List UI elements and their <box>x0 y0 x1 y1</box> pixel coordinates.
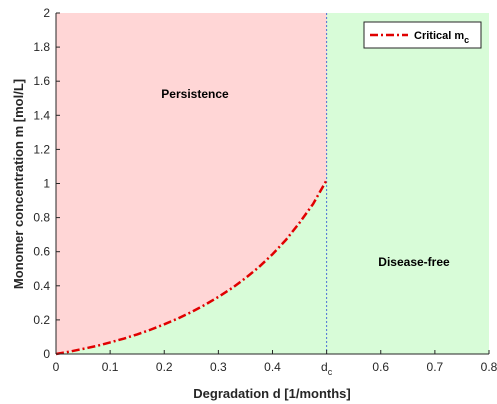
x-tick-label: 0.3 <box>210 360 227 374</box>
y-tick-label: 1.2 <box>33 142 50 156</box>
y-tick-label: 0.4 <box>33 279 50 293</box>
x-tick-label: dc <box>321 360 333 377</box>
y-tick-label: 1 <box>43 177 50 191</box>
x-axis-title: Degradation d [1/months] <box>193 386 350 401</box>
x-tick-label: 0.7 <box>427 360 444 374</box>
legend-label-critical-mc: Critical mc <box>414 30 469 45</box>
y-tick-label: 1.8 <box>33 40 50 54</box>
legend-label-subscript: c <box>464 35 469 45</box>
legend: Critical mc <box>363 21 482 49</box>
region-label-persistence: Persistence <box>161 87 229 101</box>
y-tick-label: 0.2 <box>33 313 50 327</box>
y-tick-label: 0.6 <box>33 245 50 259</box>
region-label-disease-free: Disease-free <box>378 255 450 269</box>
y-tick-label: 1.6 <box>33 74 50 88</box>
region-persistence <box>56 13 327 354</box>
y-tick-label: 2 <box>43 6 50 20</box>
x-tick-label: 0.1 <box>102 360 119 374</box>
x-tick-label: 0.8 <box>481 360 497 374</box>
y-tick-label: 0 <box>43 347 50 361</box>
x-tick-label: 0 <box>53 360 60 374</box>
axes: 0 0.1 0.2 0.3 0.4 dc 0.6 0.7 0.8 0 0.2 0.4 0.6 0.8 1 1.… <box>33 6 497 377</box>
y-tick-label: 1.4 <box>33 108 50 122</box>
legend-label-main: Critical m <box>414 30 464 42</box>
x-tick-label: 0.6 <box>372 360 389 374</box>
plot-area <box>55 13 489 356</box>
y-axis-title: Monomer concentration m [mol/L] <box>11 79 26 289</box>
x-tick-label: 0.4 <box>264 360 281 374</box>
y-tick-label: 0.8 <box>33 211 50 225</box>
x-tick-label: 0.2 <box>156 360 173 374</box>
legend-box <box>363 21 482 49</box>
